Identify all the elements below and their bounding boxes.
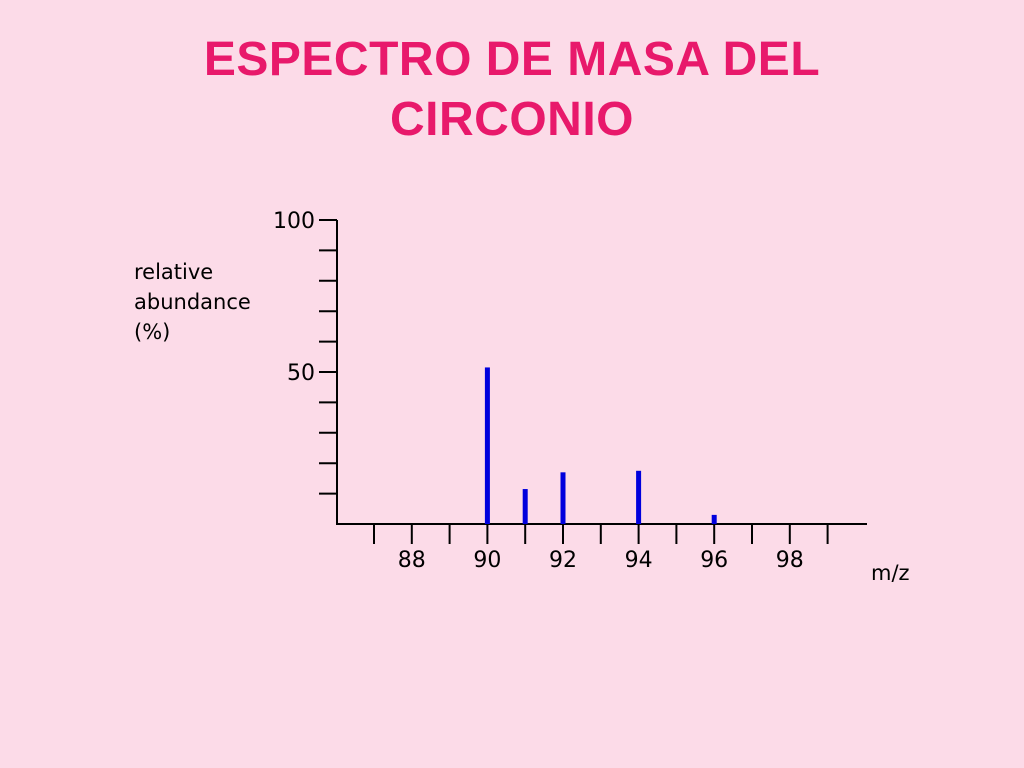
peak-bar (484, 367, 490, 524)
title-line-2: CIRCONIO (390, 93, 634, 146)
y-label-line: relative (134, 260, 213, 284)
y-axis-label: relative abundance (%) (134, 260, 251, 344)
x-tick-label: 90 (473, 548, 501, 573)
x-tick-label: 88 (398, 548, 426, 573)
bars (484, 367, 717, 524)
x-tick-label: 94 (625, 548, 653, 573)
peak-bar (636, 470, 642, 524)
y-label-line: abundance (134, 290, 251, 314)
x-axis-label: m/z (871, 561, 910, 585)
peak-bar (560, 472, 566, 524)
peak-bar (711, 514, 717, 524)
slide-title: ESPECTRO DE MASA DEL CIRCONIO (0, 30, 1024, 150)
x-tick-label: 96 (700, 548, 728, 573)
axes (319, 219, 867, 544)
title-line-1: ESPECTRO DE MASA DEL (203, 33, 821, 86)
y-tick-label: 100 (273, 209, 315, 234)
x-tick-label: 92 (549, 548, 577, 573)
tick-labels: 50 100 88 90 92 94 96 98 (273, 209, 804, 573)
y-label-line: (%) (134, 320, 170, 344)
y-tick-label: 50 (287, 361, 315, 386)
peak-bar (522, 489, 528, 524)
x-tick-label: 98 (776, 548, 804, 573)
